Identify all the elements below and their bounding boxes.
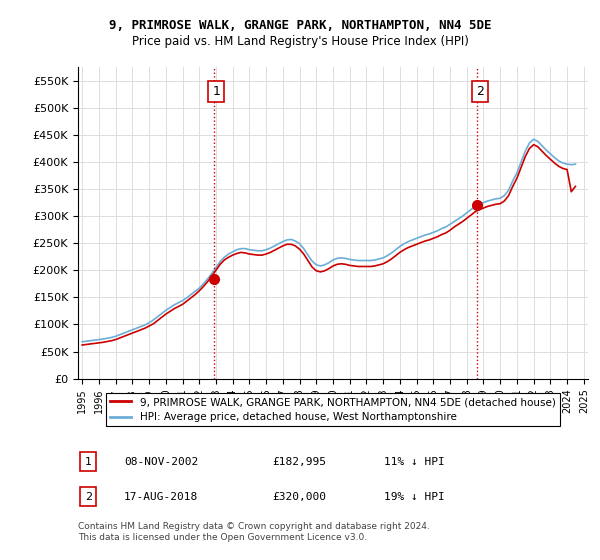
Text: Contains HM Land Registry data © Crown copyright and database right 2024.
This d: Contains HM Land Registry data © Crown c… bbox=[78, 522, 430, 542]
Text: 2: 2 bbox=[476, 85, 484, 98]
Text: 2: 2 bbox=[85, 492, 92, 502]
Text: 08-NOV-2002: 08-NOV-2002 bbox=[124, 457, 198, 467]
Text: £182,995: £182,995 bbox=[272, 457, 326, 467]
Legend: 9, PRIMROSE WALK, GRANGE PARK, NORTHAMPTON, NN4 5DE (detached house), HPI: Avera: 9, PRIMROSE WALK, GRANGE PARK, NORTHAMPT… bbox=[106, 393, 560, 427]
Text: 17-AUG-2018: 17-AUG-2018 bbox=[124, 492, 198, 502]
Text: 19% ↓ HPI: 19% ↓ HPI bbox=[384, 492, 445, 502]
Text: 9, PRIMROSE WALK, GRANGE PARK, NORTHAMPTON, NN4 5DE: 9, PRIMROSE WALK, GRANGE PARK, NORTHAMPT… bbox=[109, 18, 491, 32]
Text: 1: 1 bbox=[212, 85, 220, 98]
Text: 1: 1 bbox=[85, 457, 92, 467]
Text: £320,000: £320,000 bbox=[272, 492, 326, 502]
Text: Price paid vs. HM Land Registry's House Price Index (HPI): Price paid vs. HM Land Registry's House … bbox=[131, 35, 469, 49]
Text: 11% ↓ HPI: 11% ↓ HPI bbox=[384, 457, 445, 467]
